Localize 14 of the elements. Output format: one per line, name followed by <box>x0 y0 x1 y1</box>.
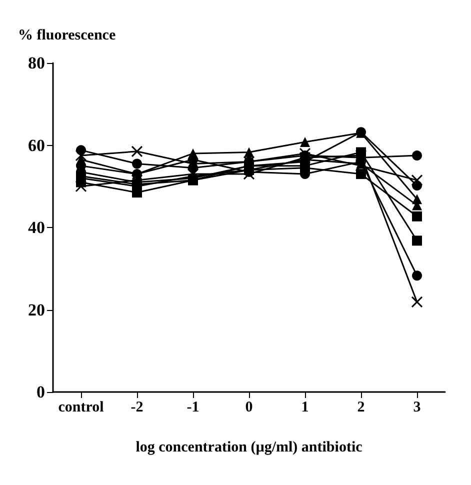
x-tick-label: 0 <box>245 400 253 416</box>
y-axis-title: % fluorescence <box>18 28 116 44</box>
y-tick-label: 80 <box>28 54 45 72</box>
x-axis-title: log concentration (µg/ml) antibiotic <box>136 440 363 456</box>
x-tick-label: 3 <box>413 400 421 416</box>
x-tick-label: -2 <box>130 400 144 416</box>
y-tick-label: 0 <box>36 382 45 402</box>
x-tick-label: control <box>58 400 104 416</box>
y-tick-label: 20 <box>28 300 45 320</box>
x-tick-label: -1 <box>186 400 200 416</box>
y-tick-label: 60 <box>28 136 45 155</box>
x-tick-label: 1 <box>301 400 309 416</box>
y-tick-label: 40 <box>28 218 45 237</box>
x-tick-label: 2 <box>357 400 365 416</box>
